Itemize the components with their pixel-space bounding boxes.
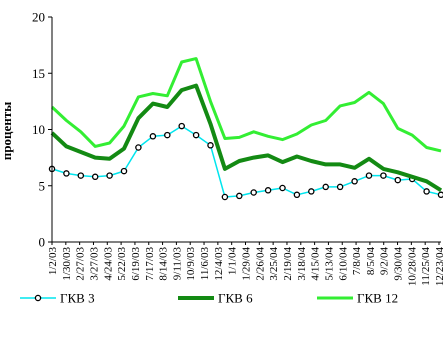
- data-point: [236, 192, 243, 200]
- data-point: [423, 188, 430, 195]
- data-point: [394, 176, 402, 184]
- x-tick-label: 9/2/04: [379, 247, 391, 276]
- x-tick-label: 2/19/04: [282, 247, 294, 281]
- x-tick-label: 9/30/04: [393, 247, 405, 281]
- series-line-2: [50, 83, 443, 192]
- x-tick-label: 3/25/04: [268, 247, 280, 281]
- x-tick-label: 6/19/03: [130, 247, 142, 281]
- x-tick-label: 5/13/04: [323, 247, 335, 281]
- x-tick-label: 3/27/03: [89, 247, 101, 281]
- data-point: [77, 172, 85, 179]
- x-tick-label: 10/28/04: [406, 247, 418, 287]
- x-tick-label: 8/14/03: [158, 247, 170, 281]
- legend-label-2: ГКВ 6: [218, 291, 253, 306]
- data-point: [106, 172, 113, 179]
- legend: ГКВ 3 ГКВ 6 ГКВ 12: [20, 291, 398, 306]
- y-tick-label: 0: [39, 235, 46, 250]
- x-tick-label: 1/2/03: [47, 247, 59, 276]
- legend-marker: [34, 294, 42, 302]
- data-point: [192, 131, 200, 139]
- x-tick-label: 11/6/03: [199, 247, 211, 281]
- data-point: [250, 189, 257, 196]
- data-point: [149, 133, 157, 140]
- y-tick-label: 20: [32, 10, 45, 25]
- data-point: [135, 144, 142, 151]
- x-tick-label: 12/23/04: [434, 247, 443, 287]
- x-tick-label: 4/15/04: [310, 247, 322, 281]
- x-tick-label: 3/18/04: [296, 247, 308, 281]
- x-tick-label: 8/5/04: [365, 247, 377, 276]
- data-point: [336, 183, 344, 191]
- x-tick-label: 1/29/04: [241, 247, 253, 281]
- data-point: [351, 178, 358, 185]
- data-point: [164, 131, 171, 139]
- x-tick-label: 1/30/03: [61, 247, 73, 281]
- y-tick-label: 10: [32, 122, 45, 137]
- data-point: [279, 184, 286, 192]
- series-line-3: [50, 57, 442, 153]
- data-point: [120, 167, 128, 175]
- x-tick-label: 2/27/03: [75, 247, 87, 281]
- data-point: [322, 183, 329, 191]
- data-point: [63, 170, 70, 177]
- x-tick-label: 10/9/03: [185, 247, 197, 281]
- series-line-1: [51, 125, 442, 198]
- x-tick-label: 11/25/04: [420, 247, 432, 286]
- plot-area: [48, 57, 443, 201]
- x-tick-label: 5/22/03: [116, 247, 128, 281]
- x-tick-label: 7/8/04: [351, 247, 363, 276]
- data-point: [207, 142, 214, 149]
- x-tick-label: 7/17/03: [144, 247, 156, 281]
- data-point: [91, 173, 99, 181]
- x-tick-label: 9/11/03: [171, 247, 183, 281]
- x-tick-label: 2/26/04: [254, 247, 266, 281]
- x-tick-label: 6/10/04: [337, 247, 349, 281]
- data-point: [178, 122, 185, 130]
- axes: 0 5 10 15 20 1/2/03 1/30/03 2/27/03 3/27/03 4/24/…: [32, 10, 443, 287]
- data-point: [308, 188, 315, 195]
- data-point: [293, 191, 301, 199]
- data-point: [365, 172, 373, 179]
- y-axis-label: проценты: [0, 102, 14, 161]
- legend-label-1: ГКВ 3: [60, 291, 95, 306]
- y-tick-label: 5: [39, 178, 46, 193]
- data-point: [437, 191, 443, 199]
- x-tick-label: 1/1/04: [227, 247, 239, 276]
- data-point: [264, 187, 272, 194]
- data-point: [380, 172, 387, 179]
- x-tick-label: 4/24/03: [102, 247, 114, 281]
- data-point: [221, 193, 229, 201]
- legend-label-3: ГКВ 12: [357, 291, 398, 306]
- y-tick-label: 15: [32, 66, 45, 81]
- x-tick-label: 12/4/03: [213, 247, 225, 281]
